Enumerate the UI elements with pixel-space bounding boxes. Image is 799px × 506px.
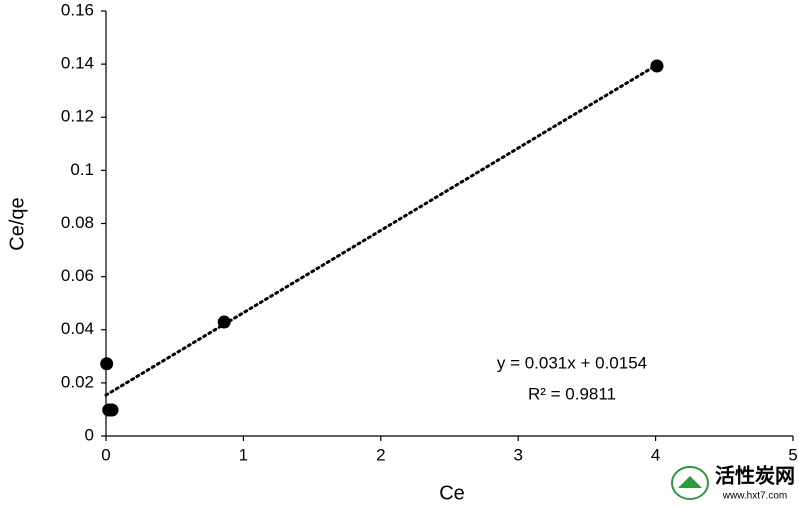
watermark-url: www.hxt7.com [722, 491, 787, 502]
y-axis-label: Ce/qe [6, 197, 28, 250]
y-tick-label: 0.12 [61, 107, 94, 126]
y-tick-label: 0.16 [61, 0, 94, 19]
x-axis-label: Ce [439, 482, 465, 504]
y-tick-label: 0.14 [61, 54, 94, 73]
watermark: 活性炭网 www.hxt7.com [671, 464, 795, 502]
trendline-r2: R² = 0.9811 [528, 384, 616, 403]
y-tick-label: 0.06 [61, 266, 94, 285]
data-point [650, 59, 664, 73]
y-tick-label: 0.04 [61, 319, 94, 338]
x-tick-label: 1 [239, 445, 248, 464]
watermark-name: 活性炭网 [715, 464, 795, 487]
trendline-equation: y = 0.031x + 0.0154 [497, 353, 647, 372]
x-tick-label: 3 [513, 445, 522, 464]
data-point [217, 315, 231, 329]
x-tick-label: 5 [788, 445, 797, 464]
y-tick-label: 0.1 [70, 160, 94, 179]
y-tick-label: 0.08 [61, 213, 94, 232]
x-tick-label: 2 [376, 445, 385, 464]
y-tick-label: 0.02 [61, 372, 94, 391]
data-point [105, 403, 119, 417]
trendline [104, 63, 659, 397]
watermark-logo-roof [678, 476, 702, 488]
x-tick-label: 0 [101, 445, 110, 464]
x-tick-label: 4 [651, 445, 660, 464]
y-tick-label: 0 [85, 425, 94, 444]
data-point [100, 357, 114, 371]
